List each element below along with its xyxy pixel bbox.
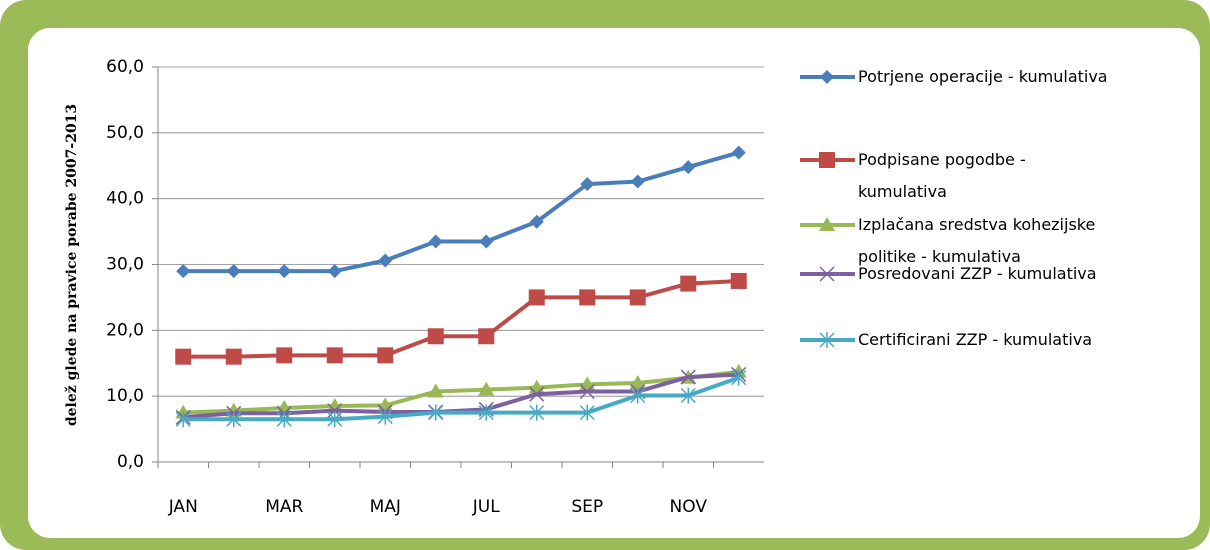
marker bbox=[276, 411, 292, 428]
marker bbox=[276, 400, 293, 415]
series-line bbox=[183, 278, 739, 359]
marker bbox=[529, 404, 545, 421]
y-tick-label: 40,0 bbox=[106, 189, 144, 209]
marker bbox=[680, 387, 696, 404]
y-tick-label: 50,0 bbox=[106, 123, 144, 143]
y-tick-label: 10,0 bbox=[106, 386, 144, 406]
legend-label: Izplačana sredstva kohezijske politike -… bbox=[858, 215, 1096, 266]
marker bbox=[529, 386, 545, 402]
marker bbox=[819, 266, 835, 282]
marker bbox=[731, 145, 746, 160]
x-tick-label: JUL bbox=[472, 497, 500, 517]
marker bbox=[478, 381, 495, 396]
x-tick-label: SEP bbox=[571, 497, 603, 517]
marker bbox=[377, 347, 394, 364]
x-tick-label: MAR bbox=[265, 497, 303, 517]
marker bbox=[528, 289, 545, 306]
series-line bbox=[183, 375, 740, 422]
marker bbox=[226, 264, 241, 279]
marker bbox=[276, 347, 293, 364]
marker bbox=[819, 217, 835, 231]
y-axis-label: delež glede na pravice porabe 2007-2013 bbox=[64, 104, 80, 426]
y-tick-label: 0,0 bbox=[117, 452, 144, 472]
marker bbox=[277, 264, 292, 279]
marker bbox=[580, 177, 595, 192]
marker bbox=[680, 275, 697, 292]
marker bbox=[479, 234, 494, 249]
legend-label: Posredovani ZZP - kumulativa bbox=[858, 264, 1097, 283]
marker bbox=[819, 152, 835, 168]
x-tick-label: JAN bbox=[168, 497, 198, 517]
marker bbox=[327, 411, 343, 428]
marker bbox=[176, 264, 191, 279]
marker bbox=[529, 214, 544, 229]
marker bbox=[427, 328, 444, 345]
marker bbox=[629, 375, 646, 389]
marker bbox=[428, 404, 444, 421]
marker bbox=[377, 408, 393, 425]
y-tick-label: 60,0 bbox=[106, 57, 144, 77]
marker bbox=[630, 387, 646, 404]
y-tick-label: 30,0 bbox=[106, 255, 144, 275]
marker bbox=[225, 348, 242, 365]
marker bbox=[226, 411, 242, 428]
marker bbox=[630, 174, 645, 189]
marker bbox=[378, 253, 393, 268]
marker bbox=[681, 160, 696, 175]
marker bbox=[731, 369, 747, 386]
marker bbox=[579, 384, 595, 400]
marker bbox=[819, 332, 835, 348]
legend-label: Certificirani ZZP - kumulativa bbox=[858, 330, 1093, 349]
marker bbox=[478, 404, 494, 421]
marker bbox=[629, 289, 646, 306]
x-tick-label: NOV bbox=[670, 497, 708, 517]
marker bbox=[175, 411, 191, 428]
marker bbox=[579, 289, 596, 306]
marker bbox=[680, 369, 696, 385]
y-tick-label: 20,0 bbox=[106, 320, 144, 340]
series-line bbox=[183, 150, 740, 274]
legend-label: Podpisane pogodbe - kumulativa bbox=[858, 150, 1026, 201]
marker bbox=[730, 272, 747, 289]
legend-label: Potrjene operacije - kumulativa bbox=[858, 67, 1108, 86]
marker bbox=[820, 70, 834, 84]
x-tick-label: MAJ bbox=[370, 497, 401, 517]
marker bbox=[478, 328, 495, 345]
marker bbox=[327, 264, 342, 279]
marker bbox=[175, 348, 192, 365]
marker bbox=[428, 234, 443, 249]
marker bbox=[579, 404, 595, 421]
series-line bbox=[183, 369, 739, 415]
marker bbox=[427, 383, 444, 398]
panel bbox=[28, 28, 1200, 538]
marker bbox=[326, 398, 343, 413]
marker bbox=[326, 347, 343, 364]
